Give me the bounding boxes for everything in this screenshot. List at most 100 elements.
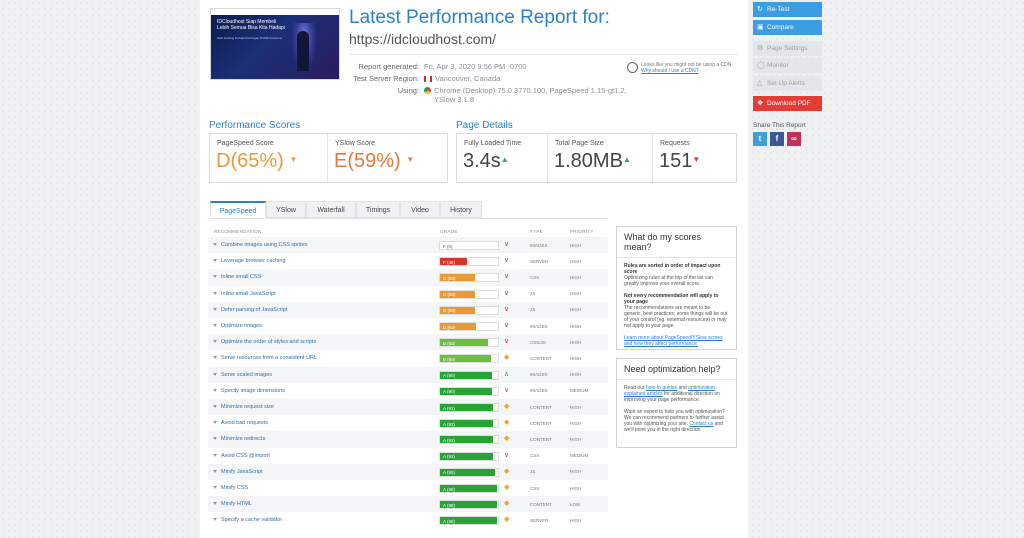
table-row[interactable]: Avoid CSS @import A (92) ∨ CSS MEDIUM — [208, 448, 608, 464]
facebook-icon[interactable]: f — [770, 132, 784, 146]
report-url[interactable]: https://idcloudhost.com/ — [349, 31, 497, 47]
total-page-size: Total Page Size 1.80MB▲ — [548, 134, 653, 182]
expand-caret-icon[interactable] — [213, 437, 217, 441]
page-thumbnail[interactable]: IDCloudhost Siap Membeli Lebih Semua Bis… — [210, 8, 340, 80]
compare-button[interactable]: ▣ Compare — [753, 20, 822, 35]
recommendation-name[interactable]: Avoid bad requests — [221, 420, 268, 427]
download-pdf-button[interactable]: ❖ Download PDF — [753, 96, 822, 111]
recommendation-name[interactable]: Minify HTML — [221, 501, 252, 508]
scores-help-link[interactable]: Learn more about PageSpeed/YSlow scores … — [624, 335, 723, 347]
table-row[interactable]: Inline small JavaScript D (60) ∨ JS HIGH — [208, 286, 608, 302]
expand-caret-icon[interactable] — [213, 307, 217, 311]
scores-help-box: What do my scores mean? Rules are sorted… — [616, 226, 737, 350]
expand-caret-icon[interactable] — [213, 502, 217, 506]
tab-waterfall[interactable]: Waterfall — [306, 201, 356, 218]
recommendation-name[interactable]: Minimize redirects — [221, 436, 266, 443]
table-row[interactable]: Minimize redirects A (92) ◆ CONTENT HIGH — [208, 431, 608, 448]
tab-history[interactable]: History — [440, 201, 482, 218]
diamond-icon: ◆ — [504, 419, 510, 427]
twitter-icon[interactable]: t — [753, 132, 767, 146]
recommendation-name[interactable]: Minify JavaScript — [221, 468, 263, 475]
recommendation-name[interactable]: Optimize the order of styles and scripts — [221, 339, 317, 346]
size-label: Total Page Size — [555, 140, 604, 147]
expand-caret-icon[interactable] — [213, 421, 217, 425]
grade-label: A (91) — [443, 405, 456, 411]
chevron-down-icon: ∨ — [504, 241, 510, 248]
gear-icon: ⚙ — [757, 45, 764, 52]
recommendation-type: CSS — [530, 485, 540, 491]
expand-caret-icon[interactable] — [213, 469, 217, 473]
table-row[interactable]: Minify JavaScript A (95) ◆ JS HIGH — [208, 463, 608, 480]
recommendation-name[interactable]: Minify CSS — [221, 485, 249, 491]
expand-caret-icon[interactable] — [213, 291, 217, 295]
expand-caret-icon[interactable] — [213, 518, 217, 522]
fully-loaded-time: Fully Loaded Time 3.4s▲ — [457, 134, 548, 182]
table-row[interactable]: Serve resources from a consistent URL B (… — [208, 350, 608, 366]
scores-box: PageSpeed Score D(65%) ▼ YSlow Score E(5… — [209, 133, 448, 183]
table-row[interactable]: Optimize the order of styles and scripts… — [208, 334, 608, 351]
how-to-guides-link[interactable]: how-to guides — [645, 385, 678, 391]
retest-button[interactable]: ↻ Re-Test — [753, 2, 822, 17]
grade-label: A (98) — [443, 518, 456, 524]
yslow-score[interactable]: YSlow Score E(59%) ▼ — [328, 134, 449, 182]
monitor-button[interactable]: ◯ Monitor — [753, 58, 822, 73]
expand-caret-icon[interactable] — [213, 259, 217, 263]
expand-caret-icon[interactable] — [213, 372, 217, 376]
thumbnail-figure — [297, 31, 309, 71]
table-row[interactable]: Serve scaled images A (90) ∧ IMAGES HIGH — [208, 366, 608, 383]
recommendation-name[interactable]: Avoid CSS @import — [221, 452, 270, 459]
page-settings-button[interactable]: ⚙ Page Settings — [753, 41, 822, 56]
tab-pagespeed[interactable]: PageSpeed — [210, 201, 266, 218]
table-row[interactable]: Inline small CSS D (60) ∨ CSS HIGH — [208, 269, 608, 286]
recommendation-name[interactable]: Inline small CSS — [221, 274, 262, 281]
expand-caret-icon[interactable] — [213, 388, 217, 392]
recommendation-name[interactable]: Leverage browser caching — [221, 258, 286, 265]
contact-us-link[interactable]: Contact us — [689, 421, 714, 427]
optimization-explained-link[interactable]: optimization explained articles — [624, 385, 715, 397]
cdn-link[interactable]: Why should I use a CDN? — [641, 68, 699, 74]
table-row[interactable]: Defer parsing of JavaScript D (60) ∨ JS HIGH — [208, 301, 608, 318]
expand-caret-icon[interactable] — [213, 243, 217, 246]
table-row[interactable]: Specify a cache validator A (98) ◆ SERVER HI… — [208, 512, 608, 528]
expand-caret-icon[interactable] — [213, 486, 217, 489]
table-row[interactable]: Leverage browser caching F (46) ∨ SERVER HIG… — [208, 253, 608, 269]
chevron-down-icon: ∨ — [504, 322, 510, 329]
tab-timings[interactable]: Timings — [356, 201, 400, 218]
table-row[interactable]: Minify HTML A (98) ◆ CONTENT LOW — [208, 496, 608, 513]
tab-yslow[interactable]: YSlow — [266, 201, 306, 218]
tab-video[interactable]: Video — [400, 201, 440, 218]
expand-caret-icon[interactable] — [213, 453, 217, 457]
expand-caret-icon[interactable] — [213, 405, 217, 408]
chevron-down-icon: ∨ — [504, 338, 510, 346]
table-row[interactable]: Minify CSS A (98) ◆ CSS HIGH — [208, 480, 608, 496]
recommendation-name[interactable]: Specify image dimensions — [221, 387, 285, 394]
recommendation-name[interactable]: Serve resources from a consistent URL — [221, 355, 317, 362]
table-row[interactable]: Optimize images D (62) ∨ IMAGES HIGH — [208, 318, 608, 334]
recommendation-name[interactable]: Combine images using CSS sprites — [221, 242, 308, 248]
recommendation-name[interactable]: Defer parsing of JavaScript — [221, 306, 288, 313]
grade-fill — [440, 387, 493, 395]
pagespeed-score[interactable]: PageSpeed Score D(65%) ▼ — [210, 134, 328, 182]
table-row[interactable]: Avoid bad requests A (92) ◆ CONTENT HIGH — [208, 415, 608, 431]
table-row[interactable]: Minimize request size A (91) ◆ CONTENT HIGH — [208, 399, 608, 416]
grade-bar: A (90) — [439, 370, 499, 380]
compare-icon: ▣ — [757, 24, 764, 31]
recommendation-name[interactable]: Minimize request size — [221, 404, 274, 410]
requests: Requests 151▼ — [653, 134, 738, 182]
recommendation-name[interactable]: Optimize images — [221, 323, 262, 329]
alerts-button[interactable]: △ Set Up Alerts — [753, 76, 822, 91]
recommendation-name[interactable]: Specify a cache validator — [221, 517, 283, 524]
grade-fill — [440, 517, 497, 525]
recommendation-name[interactable]: Serve scaled images — [221, 371, 273, 378]
recommendation-name[interactable]: Inline small JavaScript — [221, 290, 276, 297]
recommendation-priority: HIGH — [570, 469, 582, 475]
expand-caret-icon[interactable] — [213, 356, 217, 360]
optimization-help-box: Need optimization help? Read our how-to … — [616, 358, 737, 448]
grade-label: B (83) — [443, 340, 456, 346]
expand-caret-icon[interactable] — [213, 324, 217, 327]
expand-caret-icon[interactable] — [213, 275, 217, 279]
table-row[interactable]: Combine images using CSS sprites F (0) ∨ IM… — [208, 237, 608, 254]
link-icon[interactable]: ∞ — [787, 132, 801, 146]
expand-caret-icon[interactable] — [213, 340, 217, 344]
table-row[interactable]: Specify image dimensions A (90) ∨ IMAGES MED… — [208, 383, 608, 399]
